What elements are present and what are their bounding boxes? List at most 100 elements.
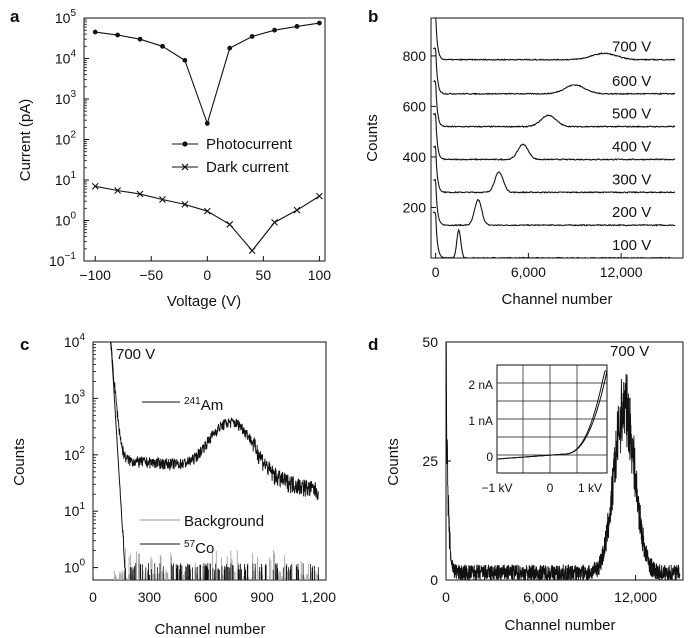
legend-marker-dark-current	[181, 163, 189, 171]
b-series-label: 700 V	[612, 39, 651, 56]
c-ytick-label: 102	[64, 445, 86, 463]
b-spectrum-200v	[433, 178, 676, 227]
a-point-photocurrent	[249, 34, 255, 39]
a-point-photocurrent	[115, 32, 121, 38]
panel-c-label: c	[20, 335, 29, 354]
b-ytick-label: 800	[403, 48, 427, 64]
panel-a-ylabel: Current (pA)	[17, 99, 34, 182]
panel-c-legend-background: Background	[184, 513, 264, 530]
inset-iv-curve	[496, 370, 607, 460]
legend-marker-photocurrent	[182, 141, 188, 147]
a-ytick-exp: 3	[70, 89, 76, 100]
c-ytick-label: 101	[64, 501, 86, 519]
b-ytick-label: 400	[403, 149, 427, 165]
inset-ytick-1na: 1 nA	[468, 414, 493, 428]
panel-c-series	[109, 342, 319, 580]
b-spectrum-300v	[432, 145, 676, 194]
a-ytick-label: 104	[55, 49, 77, 67]
b-ytick-label: 600	[403, 98, 427, 114]
panel-c-x-ticks: 0 300 600 900 1,200	[89, 575, 336, 605]
inset-xtick-1kv: 1 kV	[578, 481, 602, 495]
panel-a-x-ticks: −100 −50 0 50 100	[79, 256, 331, 283]
panel-b-ylabel: Counts	[364, 114, 381, 162]
b-series-label: 100 V	[612, 237, 651, 254]
panel-b-series-labels: 100 V 200 V 300 V 400 V 500 V 600 V 700 V	[612, 39, 651, 254]
a-ytick-base: 10	[55, 132, 71, 148]
a-ytick-exp: 4	[70, 49, 76, 60]
a-series-line-0	[95, 22, 320, 126]
a-point-dark-current	[293, 206, 301, 214]
a-point-photocurrent	[294, 24, 300, 29]
c-xtick-label: 0	[89, 589, 97, 605]
b-series-label: 600 V	[612, 73, 651, 90]
c-ytick-base: 10	[64, 334, 80, 350]
c-ytick-label: 100	[64, 558, 86, 576]
d-ytick-label: 25	[422, 453, 438, 469]
a-ytick-exp: 1	[70, 170, 76, 181]
a-ytick-exp: −1	[65, 251, 77, 262]
panel-b-x-ticks: 0 6,000 12,000	[432, 253, 643, 280]
inset-ytick-2na: 2 nA	[468, 378, 493, 392]
b-spectrum-400v	[432, 112, 676, 161]
panel-a-series	[91, 20, 323, 255]
c-ytick-exp: 1	[79, 501, 85, 512]
a-point-photocurrent	[204, 120, 210, 126]
a-point-photocurrent	[316, 20, 322, 26]
c-xtick-label: 300	[138, 589, 162, 605]
a-point-photocurrent	[160, 43, 165, 49]
d-ytick-label: 0	[430, 572, 438, 588]
panel-b-label: b	[368, 7, 378, 26]
panel-d-x-ticks: 0 6,000 12,000	[442, 575, 657, 605]
panel-a-label: a	[10, 7, 20, 26]
d-xtick-label: 12,000	[614, 589, 657, 605]
a-point-dark-current	[316, 192, 323, 200]
c-ytick-exp: 3	[79, 388, 85, 399]
a-point-dark-current	[159, 196, 166, 203]
a-ytick-base: 10	[49, 253, 65, 269]
panel-d-xlabel: Channel number	[505, 617, 616, 634]
a-point-dark-current	[91, 182, 99, 190]
c-xtick-label: 600	[194, 589, 218, 605]
a-point-photocurrent	[137, 36, 143, 42]
panel-d-y-ticks: 0 25 50	[422, 334, 451, 588]
inset-grid	[497, 365, 607, 473]
a-point-dark-current	[203, 207, 211, 215]
panel-c-legend-co-sup: 57	[184, 539, 196, 550]
panel-c-legend-am: 241Am	[184, 396, 223, 414]
inset-xtick-neg1kv: −1 kV	[481, 481, 512, 495]
panel-d: d 0 6,000 12,000 0 25 50 700 V 2 nA 1 nA 0 −…	[368, 334, 684, 634]
a-point-dark-current	[226, 221, 234, 228]
a-ytick-exp: 2	[70, 130, 76, 141]
panel-c-xlabel: Channel number	[155, 621, 266, 638]
c-ytick-base: 10	[64, 560, 80, 576]
panel-c-legend-am-sup: 241	[184, 396, 201, 407]
a-point-photocurrent	[182, 57, 188, 63]
a-point-dark-current	[248, 247, 256, 255]
b-spectrum-500v	[433, 80, 676, 129]
a-ytick-exp: 5	[70, 8, 76, 19]
c-ytick-exp: 0	[79, 558, 85, 569]
a-ytick-base: 10	[55, 51, 71, 67]
c-co57-tail	[124, 563, 319, 580]
legend-dark-current: Dark current	[206, 159, 289, 176]
a-ytick-label: 103	[55, 89, 77, 107]
a-xtick-label: 0	[203, 267, 211, 283]
d-ytick-label: 50	[422, 334, 438, 350]
a-ytick-base: 10	[55, 91, 71, 107]
panel-a-legend: Photocurrent Dark current	[172, 136, 293, 176]
a-ytick-label: 101	[55, 170, 77, 188]
b-spectrum-700v	[435, 18, 676, 62]
c-xtick-label: 900	[250, 589, 274, 605]
a-point-dark-current	[114, 187, 122, 194]
c-ytick-label: 103	[64, 388, 86, 406]
d-xtick-label: 6,000	[523, 589, 558, 605]
a-ytick-label: 102	[55, 130, 77, 148]
panel-a-xlabel: Voltage (V)	[167, 293, 241, 310]
panel-d-inset: 2 nA 1 nA 0 −1 kV 0 1 kV	[468, 364, 608, 495]
panel-c-annotation: 700 V	[116, 346, 155, 363]
a-series-line-1	[95, 185, 320, 252]
